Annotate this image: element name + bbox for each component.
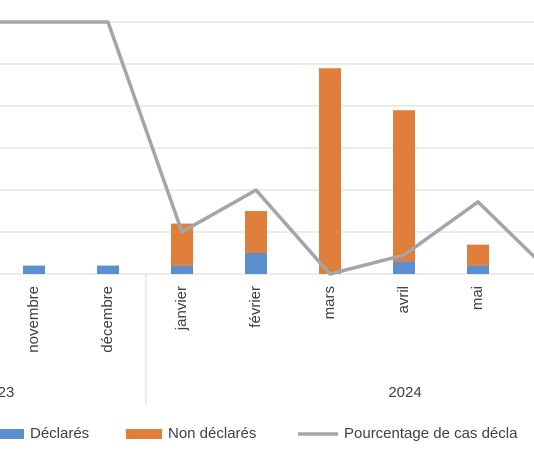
bar <box>171 265 193 274</box>
x-tick-label: mars <box>321 286 338 319</box>
legend-swatch <box>126 429 162 439</box>
bar <box>467 244 489 266</box>
bar <box>319 68 341 274</box>
legend-swatch <box>0 429 24 439</box>
x-tick-label: novembre <box>25 286 42 353</box>
bar <box>393 110 415 262</box>
group-label: 2024 <box>388 384 421 401</box>
line <box>0 20 534 276</box>
x-tick-label: mai <box>469 286 486 310</box>
legend-label: Déclarés <box>30 425 89 442</box>
bar <box>393 261 415 274</box>
x-tick-label: avril <box>395 286 412 314</box>
legend-label: Non déclarés <box>168 425 256 442</box>
bar <box>245 211 267 253</box>
x-tick-label: février <box>247 286 264 328</box>
x-tick-label: décembre <box>99 286 116 353</box>
bar <box>97 265 119 274</box>
bar <box>245 253 267 274</box>
bar <box>467 265 489 274</box>
x-tick-label: janvier <box>173 286 190 331</box>
group-label: 23 <box>0 384 14 401</box>
bar <box>171 223 193 266</box>
legend-label: Pourcentage de cas décla <box>344 425 518 442</box>
bar <box>23 265 45 274</box>
